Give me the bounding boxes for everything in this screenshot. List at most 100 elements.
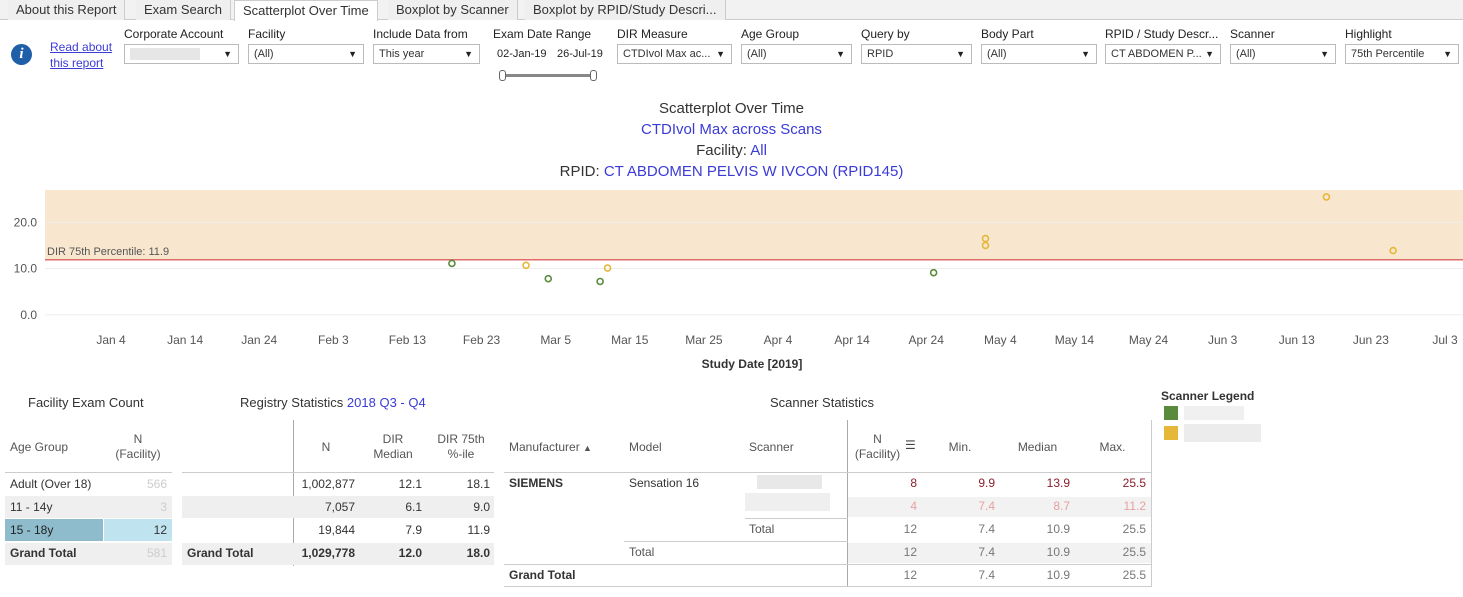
- include-data-dropdown[interactable]: This year ▼: [373, 44, 480, 64]
- row-band: [182, 496, 494, 518]
- registry-period: 2018 Q3 - Q4: [346, 395, 426, 410]
- scanner-n-header[interactable]: N (Facility): [850, 432, 905, 462]
- read-about-link[interactable]: Read about this report: [50, 39, 112, 71]
- registry-p75-header[interactable]: DIR 75th %-ile: [428, 432, 494, 462]
- reference-line-label: DIR 75th Percentile: 11.9: [47, 246, 169, 258]
- n-facility-header[interactable]: N (Facility): [105, 432, 171, 462]
- age-group-cell: 15 - 18y: [10, 523, 54, 537]
- divider: [847, 420, 848, 586]
- scanner-dropdown[interactable]: (All) ▼: [1230, 44, 1336, 64]
- tab-boxplot-by-scanner[interactable]: Boxplot by Scanner: [388, 0, 518, 20]
- corporate-account-label: Corporate Account: [124, 27, 224, 41]
- redacted-scanner-name: [745, 493, 830, 511]
- x-tick-label: May 14: [1055, 333, 1095, 347]
- sort-icon[interactable]: ▲: [583, 443, 592, 453]
- percentile-band: [45, 190, 1463, 260]
- x-tick-label: Apr 4: [764, 333, 793, 347]
- rpid-dropdown[interactable]: CT ABDOMEN P... ▼: [1105, 44, 1221, 64]
- tab-scatterplot-over-time[interactable]: Scatterplot Over Time: [234, 0, 378, 21]
- corporate-account-dropdown[interactable]: ▼: [124, 44, 239, 64]
- median-header-line1: DIR: [382, 432, 404, 446]
- facility-table-title: Facility Exam Count: [28, 395, 144, 410]
- p75-header-line2: %-ile: [447, 447, 475, 461]
- redacted-legend-label: [1184, 424, 1261, 442]
- grand-total-median: 10.9: [1046, 568, 1070, 582]
- x-tick-label: May 4: [984, 333, 1017, 347]
- scanner-median-cell: 13.9: [1046, 476, 1070, 490]
- redacted-legend-label: [1184, 406, 1244, 420]
- x-tick-label: Jan 14: [167, 333, 203, 347]
- scanner-max-cell: 11.2: [1123, 499, 1146, 513]
- row-band: [848, 543, 1151, 563]
- highlight-label: Highlight: [1345, 27, 1392, 41]
- data-point: [981, 234, 990, 243]
- n-header-line2: (Facility): [115, 447, 161, 461]
- registry-n-header[interactable]: N: [321, 440, 331, 454]
- min-header[interactable]: Min.: [948, 440, 972, 454]
- scanner-table-title: Scanner Statistics: [770, 395, 875, 410]
- chart-subtitle: CTDIvol Max across Scans: [641, 121, 822, 138]
- age-group-dropdown[interactable]: (All) ▼: [741, 44, 852, 64]
- chart-title: Scatterplot Over Time: [658, 100, 805, 117]
- registry-grand-total-n: 1,029,778: [301, 546, 355, 560]
- row-band: [5, 496, 172, 518]
- data-point: [1389, 246, 1397, 255]
- tab-boxplot-by-rpid[interactable]: Boxplot by RPID/Study Descri...: [525, 0, 726, 20]
- divider: [182, 472, 494, 473]
- row-band: [5, 543, 172, 565]
- registry-median-header[interactable]: DIR Median: [360, 432, 426, 462]
- tab-exam-search[interactable]: Exam Search: [136, 0, 232, 20]
- divider: [1151, 420, 1152, 586]
- registry-n-cell: 1,002,877: [301, 477, 355, 491]
- scanner-min-cell: 7.4: [978, 499, 995, 513]
- model-header[interactable]: Model: [629, 440, 662, 454]
- tab-about-report[interactable]: About this Report: [8, 0, 126, 20]
- manufacturer-header[interactable]: Manufacturer ▲: [509, 440, 592, 456]
- read-about-line1[interactable]: Read about: [50, 40, 113, 54]
- include-data-label: Include Data from: [373, 27, 468, 41]
- legend-swatch-green[interactable]: [1164, 406, 1178, 420]
- data-point: [981, 241, 990, 250]
- rpid-label: RPID / Study Descr...: [1105, 27, 1219, 41]
- body-part-dropdown[interactable]: (All) ▼: [981, 44, 1097, 64]
- scatterplot-chart[interactable]: Jan 4 Jan 14 Jan 24 Feb 3 Feb 13 Feb 23 Mar 5 M…: [0, 186, 1463, 376]
- x-tick-label: Jul 3: [1432, 333, 1458, 347]
- x-tick-label: Mar 5: [540, 333, 571, 347]
- read-about-line2[interactable]: this report: [50, 56, 104, 70]
- slider-handle-start[interactable]: [499, 70, 506, 81]
- grand-total-n: 581: [146, 546, 167, 560]
- chevron-down-icon: ▼: [223, 49, 232, 59]
- legend-swatch-yellow[interactable]: [1164, 426, 1178, 440]
- registry-median-cell: 7.9: [405, 523, 422, 537]
- date-range-slider[interactable]: [499, 70, 597, 81]
- age-group-cell: 11 - 14y: [10, 500, 53, 514]
- facility-value: (All): [254, 48, 274, 60]
- highlight-dropdown[interactable]: 75th Percentile ▼: [1345, 44, 1459, 64]
- chevron-down-icon: ▼: [1320, 49, 1329, 59]
- slider-handle-end[interactable]: [590, 70, 597, 81]
- grand-total-min: 7.4: [978, 568, 995, 582]
- info-icon[interactable]: i: [11, 44, 32, 65]
- scanner-header[interactable]: Scanner: [749, 440, 794, 454]
- total-model-label: Total: [629, 545, 655, 559]
- total-model-max: 25.5: [1122, 545, 1146, 559]
- median-header[interactable]: Median: [1017, 440, 1058, 454]
- query-by-dropdown[interactable]: RPID ▼: [861, 44, 972, 64]
- facility-dropdown[interactable]: (All) ▼: [248, 44, 364, 64]
- dir-measure-dropdown[interactable]: CTDIvol Max ac... ▼: [617, 44, 732, 64]
- manufacturer-cell: SIEMENS: [509, 476, 564, 490]
- rpid-caption-value: CT ABDOMEN PELVIS W IVCON (RPID145): [603, 163, 904, 180]
- registry-grand-total-label: Grand Total: [187, 546, 254, 560]
- total-scanner-min: 7.4: [978, 522, 995, 536]
- registry-table-title: Registry Statistics 2018 Q3 - Q4: [240, 395, 426, 410]
- facility-n-cell: 12: [153, 523, 167, 537]
- facility-n-cell: 3: [160, 500, 167, 514]
- age-group-header[interactable]: Age Group: [10, 440, 69, 454]
- facility-label: Facility: [248, 27, 286, 41]
- sort-desc-icon[interactable]: ☰: [905, 438, 916, 452]
- query-by-label: Query by: [861, 27, 910, 41]
- x-tick-label: Apr 24: [909, 333, 945, 347]
- scanner-median-cell: 8.7: [1053, 499, 1070, 513]
- rpid-caption: RPID:: [559, 163, 604, 180]
- max-header[interactable]: Max.: [1099, 440, 1126, 454]
